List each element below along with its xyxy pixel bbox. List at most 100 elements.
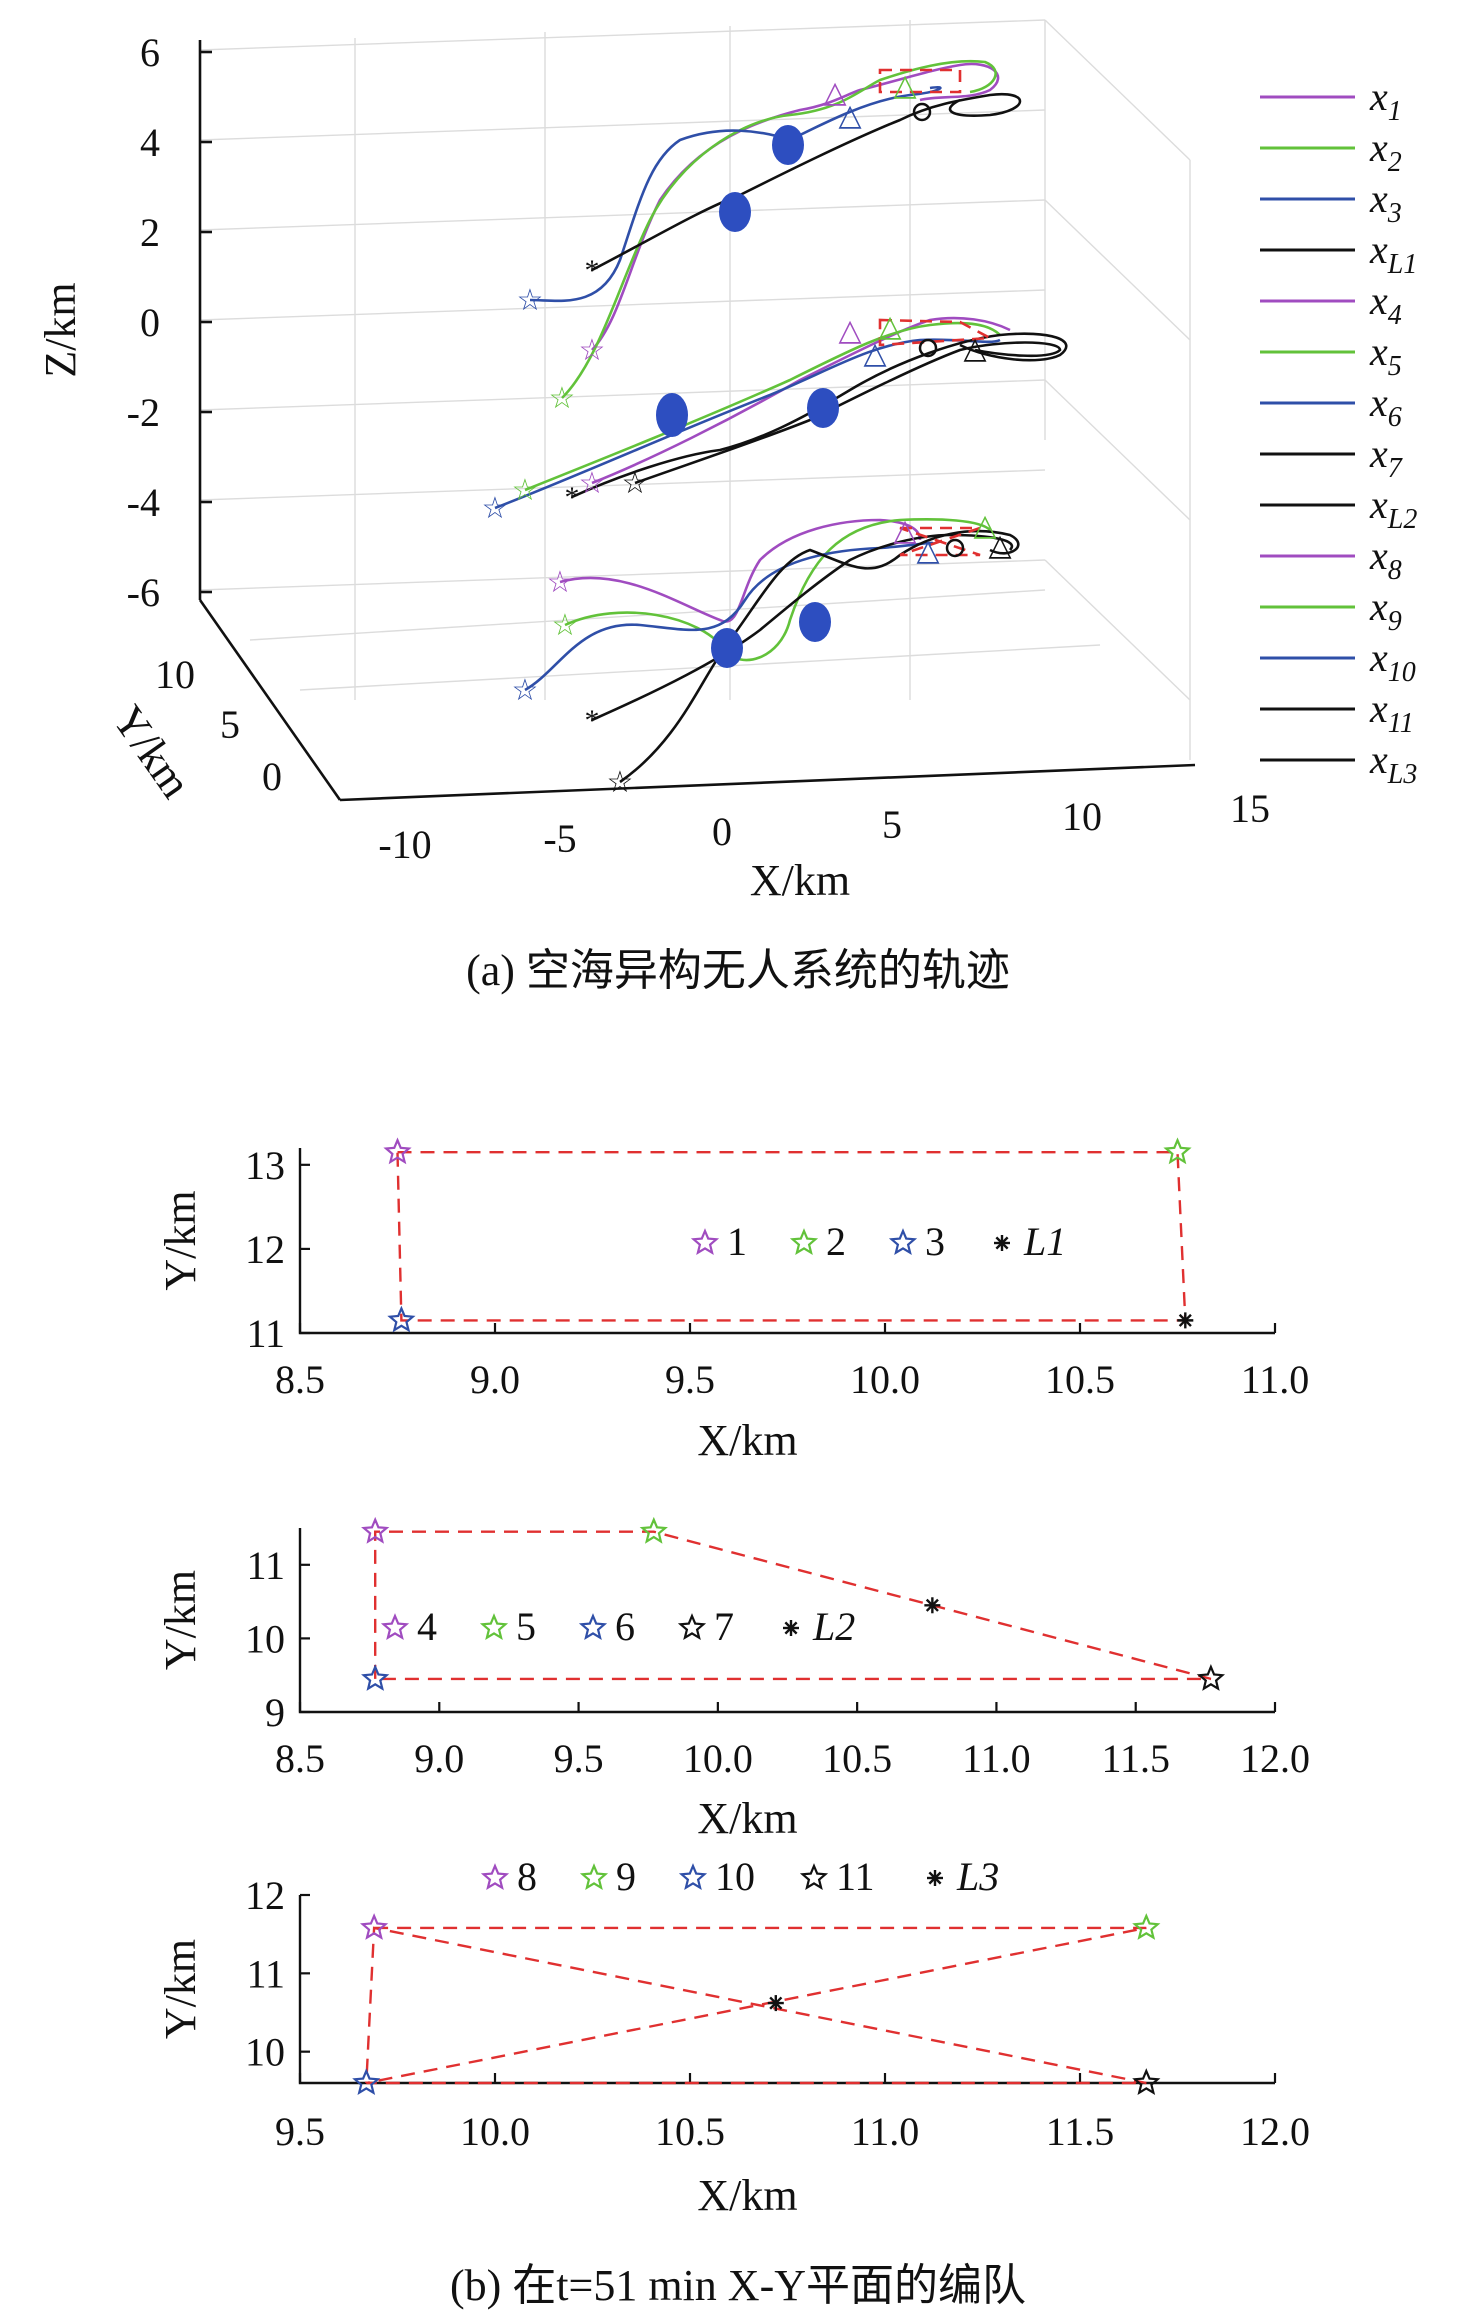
legend-label: x5 — [1369, 329, 1402, 382]
y-tick-label: 9 — [265, 1690, 285, 1735]
start-marker-x4: ☆ — [579, 467, 606, 500]
x-axis-label: X/km — [697, 1794, 797, 1843]
point-l1 — [1177, 1312, 1194, 1329]
end-marker-triangle: △ — [916, 534, 939, 567]
point-11 — [1132, 2068, 1161, 2096]
x-tick-label: 8.5 — [275, 1736, 325, 1781]
end-marker-circle — [918, 338, 938, 358]
legend-item: x7 — [1260, 431, 1403, 484]
group-3-trajectories: ☆ ☆ ☆ ☆ * △ △ △ △ — [512, 509, 1020, 799]
start-marker-x7: ☆ — [622, 467, 649, 500]
trajectory-x9 — [564, 518, 991, 662]
end-marker-triangle: △ — [863, 337, 886, 370]
y-tick-label: 5 — [220, 702, 240, 747]
legend-item: x3 — [1260, 176, 1402, 229]
y-axis-ticks: 10 5 0 — [155, 652, 282, 799]
point-5 — [639, 1516, 668, 1544]
x-tick-label: 11.0 — [962, 1736, 1031, 1781]
x-tick-label: 10.5 — [1045, 1357, 1115, 1402]
x-tick-label: 10.5 — [655, 2109, 725, 2154]
z-tick-label: 6 — [140, 30, 160, 75]
start-marker-x9: ☆ — [552, 609, 579, 642]
y-tick-label: 0 — [262, 754, 282, 799]
trajectory-x7 — [634, 341, 1062, 485]
legend-marker — [888, 1228, 918, 1256]
formation-outline — [396, 1151, 1187, 1322]
legend-item: 6 — [578, 1604, 635, 1649]
legend-label: x1 — [1369, 74, 1402, 127]
legend-item: 2 — [789, 1219, 846, 1264]
group-1-trajectories: ☆ ☆ ☆ * △ △ △ — [517, 59, 1022, 415]
x-tick-label: 9.5 — [554, 1736, 604, 1781]
trajectory-xL2 — [571, 332, 1068, 499]
z-tick-label: 4 — [140, 120, 160, 165]
obstacle-marker — [799, 602, 831, 642]
x-tick-label: 0 — [712, 809, 732, 854]
legend-marker — [677, 1613, 707, 1641]
x-axis-label: X/km — [697, 1416, 797, 1465]
legend-label: 1 — [727, 1219, 747, 1264]
legend-item: 5 — [479, 1604, 536, 1649]
y-axis-label: Y/km — [103, 697, 201, 807]
end-marker-circle — [945, 538, 965, 558]
end-marker-triangle: △ — [963, 332, 986, 365]
legend-label: xL1 — [1369, 227, 1417, 280]
point-l3 — [767, 1995, 784, 2012]
legend-label: L1 — [1023, 1219, 1066, 1264]
legend-label: 3 — [925, 1219, 945, 1264]
x-tick-label: 5 — [882, 802, 902, 847]
x-tick-label: 11.0 — [1241, 1357, 1310, 1402]
y-tick-label: 10 — [155, 652, 195, 697]
legend-item: xL1 — [1260, 227, 1417, 280]
y-tick-label: 13 — [245, 1143, 285, 1188]
start-marker-x10: ☆ — [512, 674, 539, 707]
x-tick-label: 11.0 — [851, 2109, 920, 2154]
obstacle-marker — [719, 192, 751, 232]
legend-item: x5 — [1260, 329, 1402, 382]
y-axis-label: Y/km — [156, 1190, 205, 1290]
legend-label: xL3 — [1369, 737, 1417, 790]
axes-frame — [298, 1528, 1275, 1714]
y-tick-label: 12 — [245, 1873, 285, 1918]
trajectory-xL1 — [591, 92, 1022, 272]
3d-axes — [198, 40, 1196, 802]
trajectory-x2 — [561, 59, 997, 399]
trajectory-x11 — [619, 529, 1020, 784]
axes-frame — [298, 1895, 1275, 2085]
legend-marker — [578, 1613, 608, 1641]
legend-label: x10 — [1369, 635, 1416, 688]
legend-item: 3 — [888, 1219, 945, 1264]
y-tick-label: 11 — [246, 1311, 285, 1356]
legend-label: x4 — [1369, 278, 1402, 331]
point-3 — [387, 1305, 416, 1333]
x-tick-label: -10 — [378, 822, 431, 867]
trajectory-x4 — [591, 316, 1011, 485]
legend-label: L2 — [812, 1604, 855, 1649]
end-marker-triangle: △ — [893, 69, 916, 102]
legend-item: x2 — [1260, 125, 1402, 178]
y-tick-label: 10 — [245, 1616, 285, 1661]
end-marker-triangle: △ — [823, 76, 846, 109]
legend-label: L3 — [956, 1854, 999, 1899]
end-marker-circle — [912, 102, 932, 122]
y-tick-label: 11 — [246, 1543, 285, 1588]
obstacle-marker — [807, 388, 839, 428]
x-tick-label: 9.0 — [414, 1736, 464, 1781]
legend-item: x11 — [1260, 686, 1414, 739]
end-marker-triangle: △ — [838, 314, 861, 347]
obstacle-marker — [772, 125, 804, 165]
legend-marker — [789, 1228, 819, 1256]
legend-label: 11 — [836, 1854, 875, 1899]
legend-item: xL3 — [1260, 737, 1417, 790]
x-axis-label: X/km — [697, 2171, 797, 2220]
obstacle-marker — [656, 393, 688, 437]
start-marker-x6: ☆ — [482, 492, 509, 525]
legend-item: x8 — [1260, 533, 1402, 586]
end-marker-triangle: △ — [893, 514, 916, 547]
trajectory-x8 — [559, 518, 922, 623]
start-marker-xL3: * — [585, 704, 600, 737]
start-marker-x11: ☆ — [607, 766, 634, 799]
legend-label: 6 — [615, 1604, 635, 1649]
